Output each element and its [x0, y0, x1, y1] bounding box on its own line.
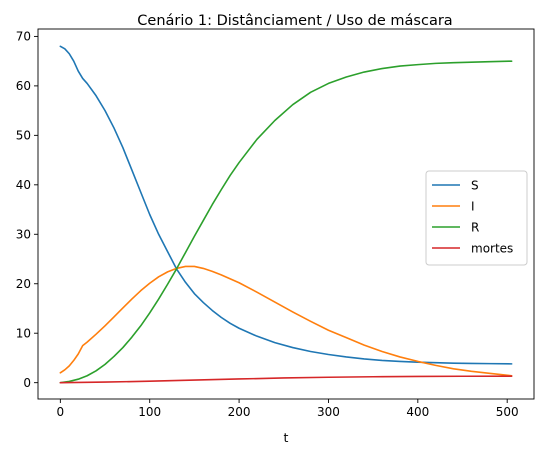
x-tick-label: 300 [317, 405, 340, 419]
series-line-mortes [59, 375, 513, 384]
y-tick-label: 10 [16, 327, 31, 341]
y-tick-label: 50 [16, 129, 31, 143]
y-tick-label: 20 [16, 277, 31, 291]
series-line-I [59, 265, 513, 377]
y-tick-label: 60 [16, 79, 31, 93]
x-axis-label: t [284, 430, 289, 445]
x-tick-label: 200 [228, 405, 251, 419]
legend-label-mortes: mortes [471, 241, 513, 255]
series-line-R [59, 60, 513, 384]
x-tick-label: 500 [496, 405, 519, 419]
y-tick-label: 30 [16, 228, 31, 242]
plot-frame [37, 28, 535, 400]
y-tick-label: 70 [16, 30, 31, 44]
legend-label-I: I [471, 199, 475, 213]
legend-box [425, 170, 528, 266]
x-tick-label: 0 [57, 405, 65, 419]
x-tick-label: 400 [406, 405, 429, 419]
legend-label-R: R [471, 220, 479, 234]
x-tick-label: 100 [138, 405, 161, 419]
series-line-S [59, 45, 513, 365]
y-tick-label: 40 [16, 178, 31, 192]
legend-label-S: S [471, 178, 479, 192]
y-tick-label: 0 [23, 376, 31, 390]
chart-title: Cenário 1: Distânciament / Uso de máscar… [137, 13, 452, 29]
